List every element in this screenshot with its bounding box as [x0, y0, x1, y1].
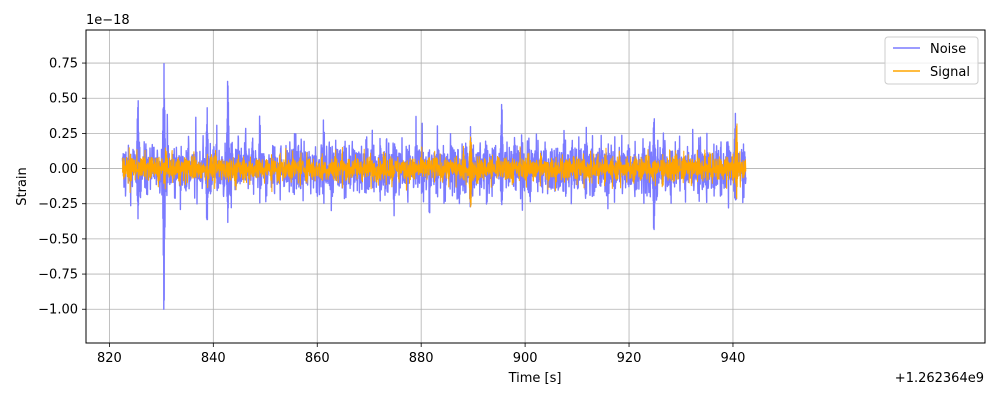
- ticks: 820 840 860 880 900 920 940 −1.00 −0.75 −0.50 −0.2…: [38, 57, 745, 366]
- series-line-signal: [121, 123, 747, 208]
- y-tick-label: 0.75: [49, 57, 78, 72]
- y-tick-label: −1.00: [38, 303, 78, 318]
- plot-background: [86, 30, 985, 343]
- y-tick-label: 0.50: [49, 92, 78, 107]
- y-tick-label: −0.75: [38, 268, 78, 283]
- y-tick-label: −0.50: [38, 232, 78, 247]
- x-offset-label: +1.262364e9: [895, 371, 984, 386]
- x-tick-label: 920: [617, 351, 642, 366]
- y-tick-label: 0.00: [49, 162, 78, 177]
- x-tick-label: 820: [97, 351, 122, 366]
- legend-label-noise: Noise: [930, 42, 966, 57]
- y-scale-label: 1e−18: [86, 13, 130, 28]
- legend: Noise Signal: [884, 36, 979, 85]
- plot-frame: [85, 29, 986, 344]
- x-tick-label: 840: [201, 351, 226, 366]
- x-tick-label: 900: [513, 351, 538, 366]
- y-axis-label: Strain: [15, 167, 30, 206]
- y-tick-label: 0.25: [49, 127, 78, 142]
- x-tick-label: 880: [409, 351, 434, 366]
- x-axis-label: Time [s]: [508, 371, 562, 386]
- y-tick-label: −0.25: [38, 197, 78, 212]
- series-layer: [121, 63, 747, 310]
- x-tick-label: 940: [721, 351, 746, 366]
- x-tick-label: 860: [305, 351, 330, 366]
- legend-label-signal: Signal: [930, 65, 970, 80]
